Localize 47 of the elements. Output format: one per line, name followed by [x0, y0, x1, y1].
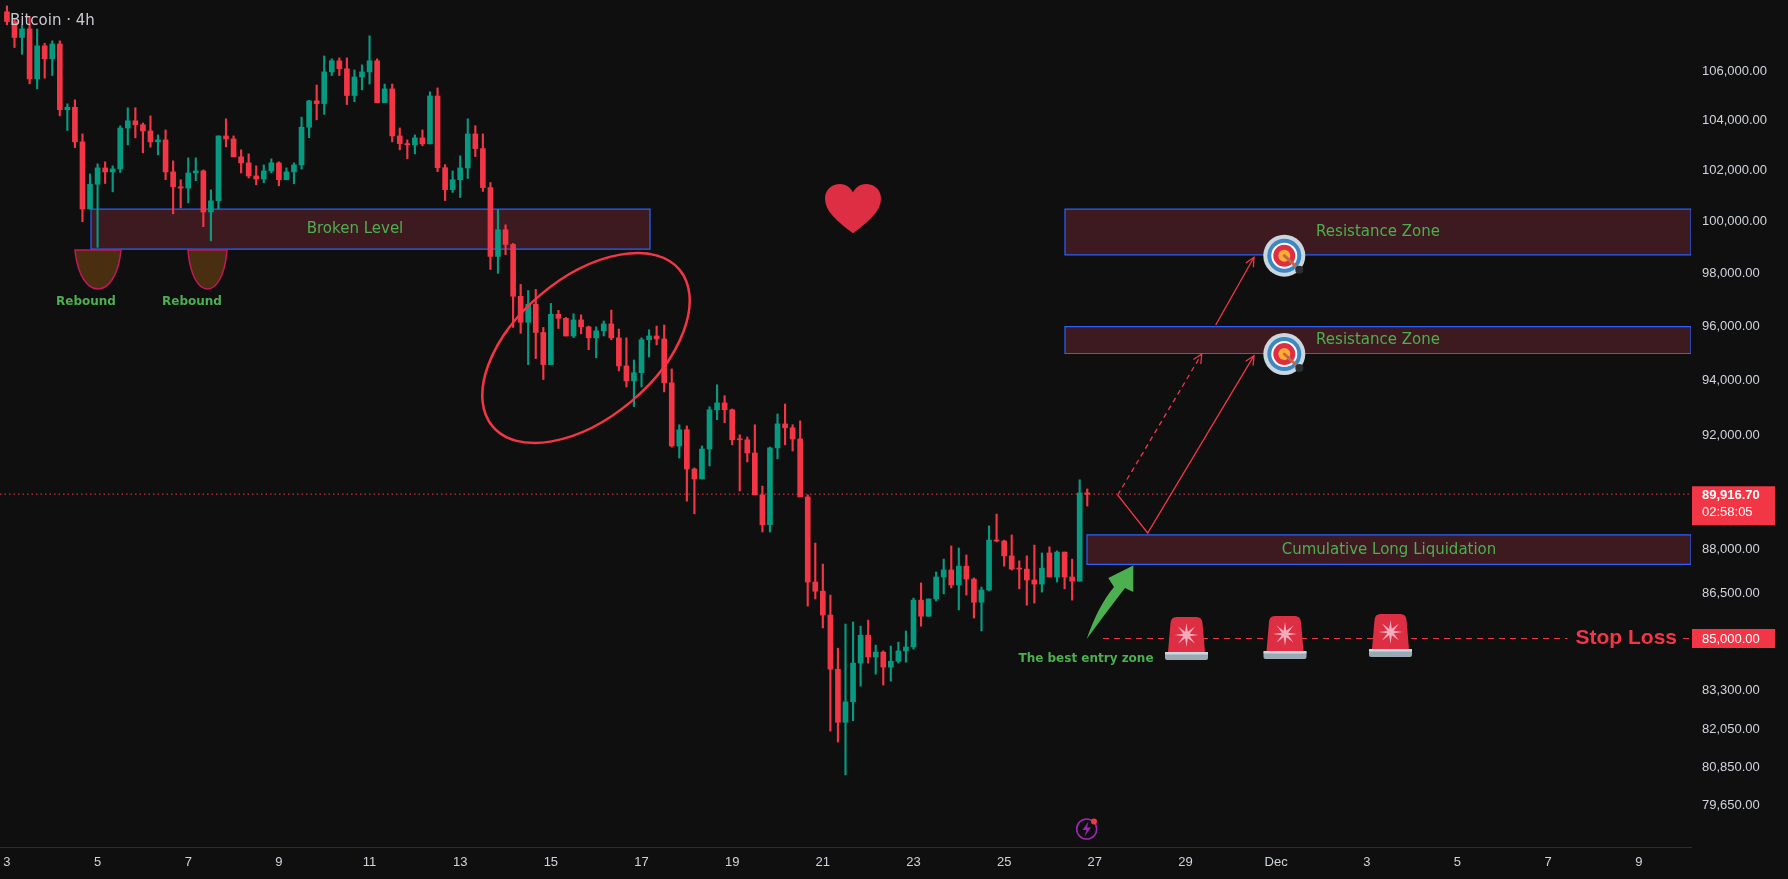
y-tick-label: 104,000.00	[1702, 112, 1768, 128]
y-tick-label: 80,850.00	[1702, 758, 1760, 774]
y-tick-label: 85,000.00	[1702, 631, 1760, 647]
annotation: The best entry zone	[1018, 651, 1154, 666]
candlestick	[842, 623, 849, 776]
x-tick-label: Dec	[1264, 854, 1289, 870]
band-label: Resistance Zone	[1316, 221, 1440, 240]
annotation: Rebound	[56, 294, 116, 309]
x-tick-label: 23	[906, 854, 921, 870]
x-tick-label: 9	[1635, 854, 1643, 870]
x-tick-label: 7	[184, 854, 192, 870]
y-tick-label: 83,300.00	[1702, 681, 1760, 697]
band-label: Resistance Zone	[1316, 329, 1440, 348]
y-tick-label: 79,650.00	[1702, 796, 1760, 812]
y-tick-label: 102,000.00	[1702, 161, 1768, 177]
y-tick-label: 92,000.00	[1702, 426, 1760, 442]
x-tick-label: 25	[996, 854, 1012, 870]
x-tick-label: 9	[275, 854, 283, 870]
x-tick-label: 11	[362, 854, 377, 870]
x-tick-label: 3	[1363, 854, 1371, 870]
x-tick-label: 29	[1178, 854, 1193, 870]
x-tick-label: 19	[724, 854, 740, 870]
x-tick-label: 7	[1544, 854, 1552, 870]
x-tick-label: 21	[815, 854, 831, 870]
y-tick-label: 98,000.00	[1702, 264, 1760, 280]
band-label: Cumulative Long Liquidation	[1281, 539, 1497, 558]
y-tick-label: 82,050.00	[1702, 720, 1760, 736]
y-tick-label: 86,500.00	[1702, 585, 1760, 601]
candlestick	[555, 310, 562, 329]
candlestick	[366, 35, 373, 85]
text: 02:58:05	[1702, 504, 1753, 520]
y-tick-label: 100,000.00	[1702, 212, 1768, 228]
x-tick-label: 17	[634, 854, 649, 870]
x-tick-label: 5	[1453, 854, 1462, 870]
y-tick-label: 96,000.00	[1702, 317, 1760, 333]
y-tick-label: 94,000.00	[1702, 371, 1760, 387]
x-tick-label: 13	[452, 854, 468, 870]
band-label: Broken Level	[306, 219, 404, 238]
ref-line-label: 89,916.70	[1702, 487, 1760, 503]
x-tick-label: 15	[543, 854, 559, 870]
ref-line-label: Stop Loss	[1575, 625, 1677, 649]
y-tick-label: 106,000.00	[1702, 63, 1768, 79]
annotation: Rebound	[162, 294, 222, 309]
x-tick-label: 3	[3, 854, 11, 870]
x-tick-label: 5	[93, 854, 102, 870]
x-tick-label: 27	[1087, 854, 1103, 870]
y-tick-label: 88,000.00	[1702, 541, 1760, 557]
